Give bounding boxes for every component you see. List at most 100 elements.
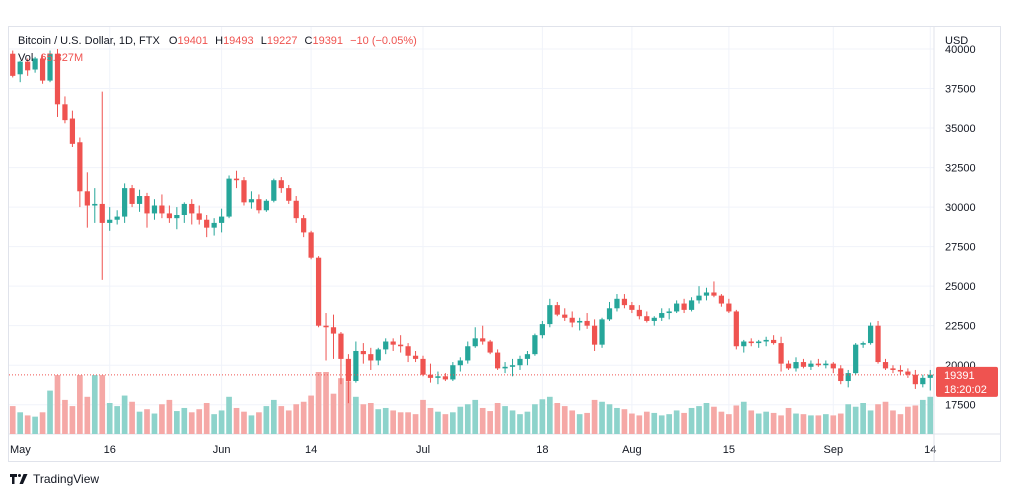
candle-body [122, 188, 128, 217]
volume-bar [323, 372, 329, 434]
time-axis-label: Jun [213, 444, 231, 456]
candle-body [629, 305, 635, 310]
volume-bar [673, 410, 680, 434]
candle-body [398, 344, 404, 347]
volume-bar [606, 404, 613, 434]
volume-bar [576, 414, 583, 434]
volume-bar [159, 404, 165, 434]
candle-body [875, 325, 881, 363]
time-axis-label: Sep [824, 444, 844, 456]
price-tick-label: 40000 [945, 44, 976, 56]
candle-body [897, 369, 904, 372]
candle-body [338, 333, 344, 359]
candle-body [435, 376, 441, 378]
candle-body [450, 365, 456, 380]
volume-bar [278, 406, 285, 434]
volume-bar [32, 416, 38, 434]
candle-body [867, 325, 874, 344]
time-axis-label: May [10, 444, 31, 456]
last-price-value: 19391 [944, 370, 975, 382]
candle-body [681, 303, 687, 310]
volume-bar [315, 372, 322, 434]
price-tick-label: 35000 [945, 123, 976, 135]
candle-body [688, 300, 695, 310]
volume-bar [256, 412, 262, 434]
chart-frame [8, 26, 1001, 462]
volume-bar [681, 412, 687, 434]
volume-bar [375, 409, 382, 434]
volume-bar [412, 414, 419, 434]
volume-bar [636, 415, 643, 434]
candle-body [793, 362, 799, 369]
time-axis-label: 18 [536, 444, 548, 456]
volume-bar [770, 412, 777, 434]
volume-bar [114, 406, 120, 434]
candle-body [330, 327, 337, 334]
volume-label: Vol [18, 52, 34, 64]
candle-body [345, 358, 352, 382]
candle-body [860, 343, 866, 345]
volume-bar [47, 390, 53, 434]
candle-body [591, 325, 598, 345]
price-chart[interactable]: 40000 37500 35000 32500 30000 27500 25000 22500… [0, 0, 1012, 462]
candle-body [778, 343, 784, 364]
volume-bar [233, 407, 240, 434]
volume-bar [9, 406, 16, 434]
volume-bar [487, 411, 493, 434]
volume-bar [338, 378, 344, 434]
candle-body [166, 213, 172, 219]
volume-bar [502, 406, 508, 434]
volume-bar [696, 406, 702, 434]
volume-bar [457, 406, 464, 434]
volume-bar [748, 410, 755, 434]
candle-body [99, 203, 105, 223]
candle-body [10, 53, 16, 76]
volume-bar [353, 396, 359, 434]
volume-bar [718, 411, 725, 434]
volume-bar [897, 414, 904, 434]
volume-bar [144, 409, 150, 434]
time-axis-label: 14 [305, 444, 317, 456]
candle-body [636, 309, 642, 317]
candle-body [69, 118, 76, 144]
candle-body [472, 338, 478, 347]
volume-bar [808, 415, 814, 434]
candle-body [32, 58, 38, 70]
volume-bar [509, 410, 516, 434]
close-value: 19391 [312, 35, 344, 47]
volume-bar [263, 406, 270, 434]
candle-body [808, 363, 814, 367]
volume-bar [181, 407, 188, 434]
candle-body [420, 358, 426, 375]
candle-body [547, 305, 553, 325]
candle-body [107, 219, 113, 223]
volume-bar [99, 375, 106, 434]
candle-body [17, 61, 23, 75]
candle-body [509, 365, 516, 367]
volume-bar [129, 401, 135, 434]
candle-body [666, 311, 672, 314]
volume-bar [91, 375, 98, 434]
price-tick-label: 27500 [945, 242, 976, 254]
candle-body [733, 311, 739, 347]
volume-bar [763, 411, 769, 434]
tradingview-branding[interactable]: TradingView [10, 472, 99, 486]
volume-bar [472, 399, 479, 434]
candle-body [114, 216, 120, 220]
volume-bar [666, 414, 673, 434]
volume-bar [517, 414, 523, 434]
candle-body [599, 319, 605, 345]
candle-body [315, 257, 322, 326]
candle-body [651, 317, 657, 321]
volume-bar [464, 404, 471, 434]
candle-body [54, 53, 61, 105]
candle-body [711, 292, 717, 296]
candle-body [606, 308, 613, 320]
candle-body [39, 58, 46, 81]
candle-body [353, 350, 359, 382]
volume-bar [174, 411, 180, 434]
volume-bar [382, 407, 389, 434]
candle-body [644, 316, 650, 321]
high-value: 19493 [223, 35, 254, 47]
candle-body [487, 341, 493, 353]
